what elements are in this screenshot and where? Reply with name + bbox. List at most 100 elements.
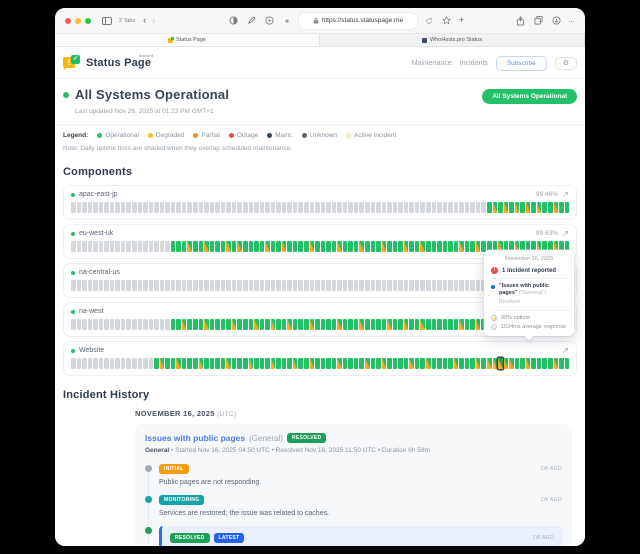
uptime-tick[interactable]: [376, 202, 381, 213]
uptime-tick[interactable]: [120, 358, 126, 369]
uptime-tick[interactable]: [553, 241, 559, 252]
nav-maintenance[interactable]: Maintenance: [411, 59, 452, 67]
uptime-tick[interactable]: [303, 280, 309, 291]
uptime-tick[interactable]: [553, 358, 559, 369]
uptime-tick[interactable]: [154, 280, 159, 291]
uptime-tick[interactable]: [348, 319, 353, 330]
uptime-tick[interactable]: [470, 202, 475, 213]
uptime-tick[interactable]: [276, 241, 281, 252]
uptime-tick[interactable]: [226, 202, 231, 213]
uptime-tick[interactable]: [104, 202, 109, 213]
uptime-tick[interactable]: [115, 319, 120, 330]
more-options-icon[interactable]: …: [568, 17, 575, 24]
uptime-tick[interactable]: [287, 241, 292, 252]
uptime-tick[interactable]: [187, 319, 193, 330]
uptime-tick[interactable]: [204, 358, 209, 369]
uptime-tick[interactable]: [331, 358, 337, 369]
uptime-tick[interactable]: [320, 319, 326, 330]
uptime-tick[interactable]: [309, 241, 315, 252]
uptime-tick[interactable]: [331, 202, 337, 213]
uptime-tick[interactable]: [403, 319, 409, 330]
uptime-tick[interactable]: [137, 358, 143, 369]
uptime-tick[interactable]: [381, 319, 387, 330]
uptime-tick[interactable]: [148, 241, 154, 252]
uptime-tick[interactable]: [303, 319, 309, 330]
uptime-tick[interactable]: [126, 202, 132, 213]
uptime-tick[interactable]: [315, 280, 320, 291]
uptime-tick[interactable]: [459, 319, 464, 330]
uptime-tick[interactable]: [215, 202, 220, 213]
uptime-tick[interactable]: [536, 241, 542, 252]
uptime-tick[interactable]: [71, 241, 76, 252]
uptime-tick[interactable]: [370, 319, 376, 330]
uptime-tick[interactable]: [364, 202, 370, 213]
uptime-tick[interactable]: [82, 319, 87, 330]
uptime-tick[interactable]: [254, 319, 259, 330]
uptime-tick[interactable]: [464, 280, 470, 291]
uptime-tick[interactable]: [337, 202, 342, 213]
uptime-tick[interactable]: [414, 241, 420, 252]
uptime-tick[interactable]: [448, 241, 453, 252]
uptime-tick[interactable]: [159, 202, 165, 213]
uptime-tick[interactable]: [209, 319, 215, 330]
uptime-tick[interactable]: [71, 202, 76, 213]
uptime-tick[interactable]: [242, 280, 248, 291]
uptime-tick[interactable]: [143, 358, 148, 369]
uptime-tick[interactable]: [104, 319, 109, 330]
uptime-tick[interactable]: [287, 280, 292, 291]
uptime-tick[interactable]: [193, 358, 198, 369]
uptime-tick[interactable]: [414, 202, 420, 213]
uptime-tick[interactable]: [387, 241, 392, 252]
uptime-tick[interactable]: [181, 241, 187, 252]
uptime-tick[interactable]: [398, 358, 403, 369]
uptime-tick[interactable]: [154, 241, 159, 252]
nav-incidents[interactable]: Incidents: [459, 59, 488, 67]
uptime-tick[interactable]: [193, 280, 198, 291]
uptime-tick[interactable]: [132, 202, 137, 213]
uptime-tick[interactable]: [270, 319, 276, 330]
uptime-tick[interactable]: [553, 202, 559, 213]
uptime-tick[interactable]: [215, 358, 220, 369]
minimize-window-button[interactable]: [75, 17, 81, 24]
uptime-tick[interactable]: [270, 202, 276, 213]
uptime-tick[interactable]: [459, 241, 464, 252]
uptime-tick[interactable]: [270, 358, 276, 369]
copy-tabs-icon[interactable]: [532, 15, 544, 27]
uptime-tick[interactable]: [220, 280, 226, 291]
close-window-button[interactable]: [65, 17, 71, 24]
uptime-tick[interactable]: [392, 319, 398, 330]
uptime-tick[interactable]: [76, 241, 82, 252]
expand-chart-icon[interactable]: [562, 347, 569, 354]
uptime-tick[interactable]: [198, 202, 204, 213]
uptime-tick[interactable]: [109, 241, 115, 252]
uptime-tick[interactable]: [120, 319, 126, 330]
uptime-tick[interactable]: [498, 358, 503, 369]
uptime-tick[interactable]: [459, 358, 464, 369]
uptime-tick[interactable]: [148, 358, 154, 369]
uptime-tick[interactable]: [442, 280, 448, 291]
uptime-tick[interactable]: [204, 280, 209, 291]
uptime-tick[interactable]: [71, 280, 76, 291]
uptime-tick[interactable]: [109, 202, 115, 213]
uptime-tick[interactable]: [353, 358, 359, 369]
uptime-tick[interactable]: [132, 280, 137, 291]
uptime-tick[interactable]: [376, 241, 381, 252]
uptime-tick[interactable]: [176, 319, 181, 330]
uptime-tick[interactable]: [170, 319, 176, 330]
uptime-tick[interactable]: [520, 202, 525, 213]
uptime-tick[interactable]: [220, 241, 226, 252]
uptime-tick[interactable]: [115, 358, 120, 369]
uptime-tick[interactable]: [231, 319, 237, 330]
uptime-tick[interactable]: [392, 202, 398, 213]
uptime-tick[interactable]: [159, 358, 165, 369]
uptime-tick[interactable]: [231, 358, 237, 369]
uptime-tick[interactable]: [231, 202, 237, 213]
uptime-tick[interactable]: [431, 241, 437, 252]
uptime-tick[interactable]: [292, 202, 298, 213]
uptime-tick[interactable]: [254, 241, 259, 252]
uptime-tick[interactable]: [459, 202, 464, 213]
uptime-tick[interactable]: [409, 319, 414, 330]
uptime-tick[interactable]: [514, 358, 520, 369]
uptime-tick[interactable]: [176, 241, 181, 252]
uptime-tick[interactable]: [470, 241, 475, 252]
